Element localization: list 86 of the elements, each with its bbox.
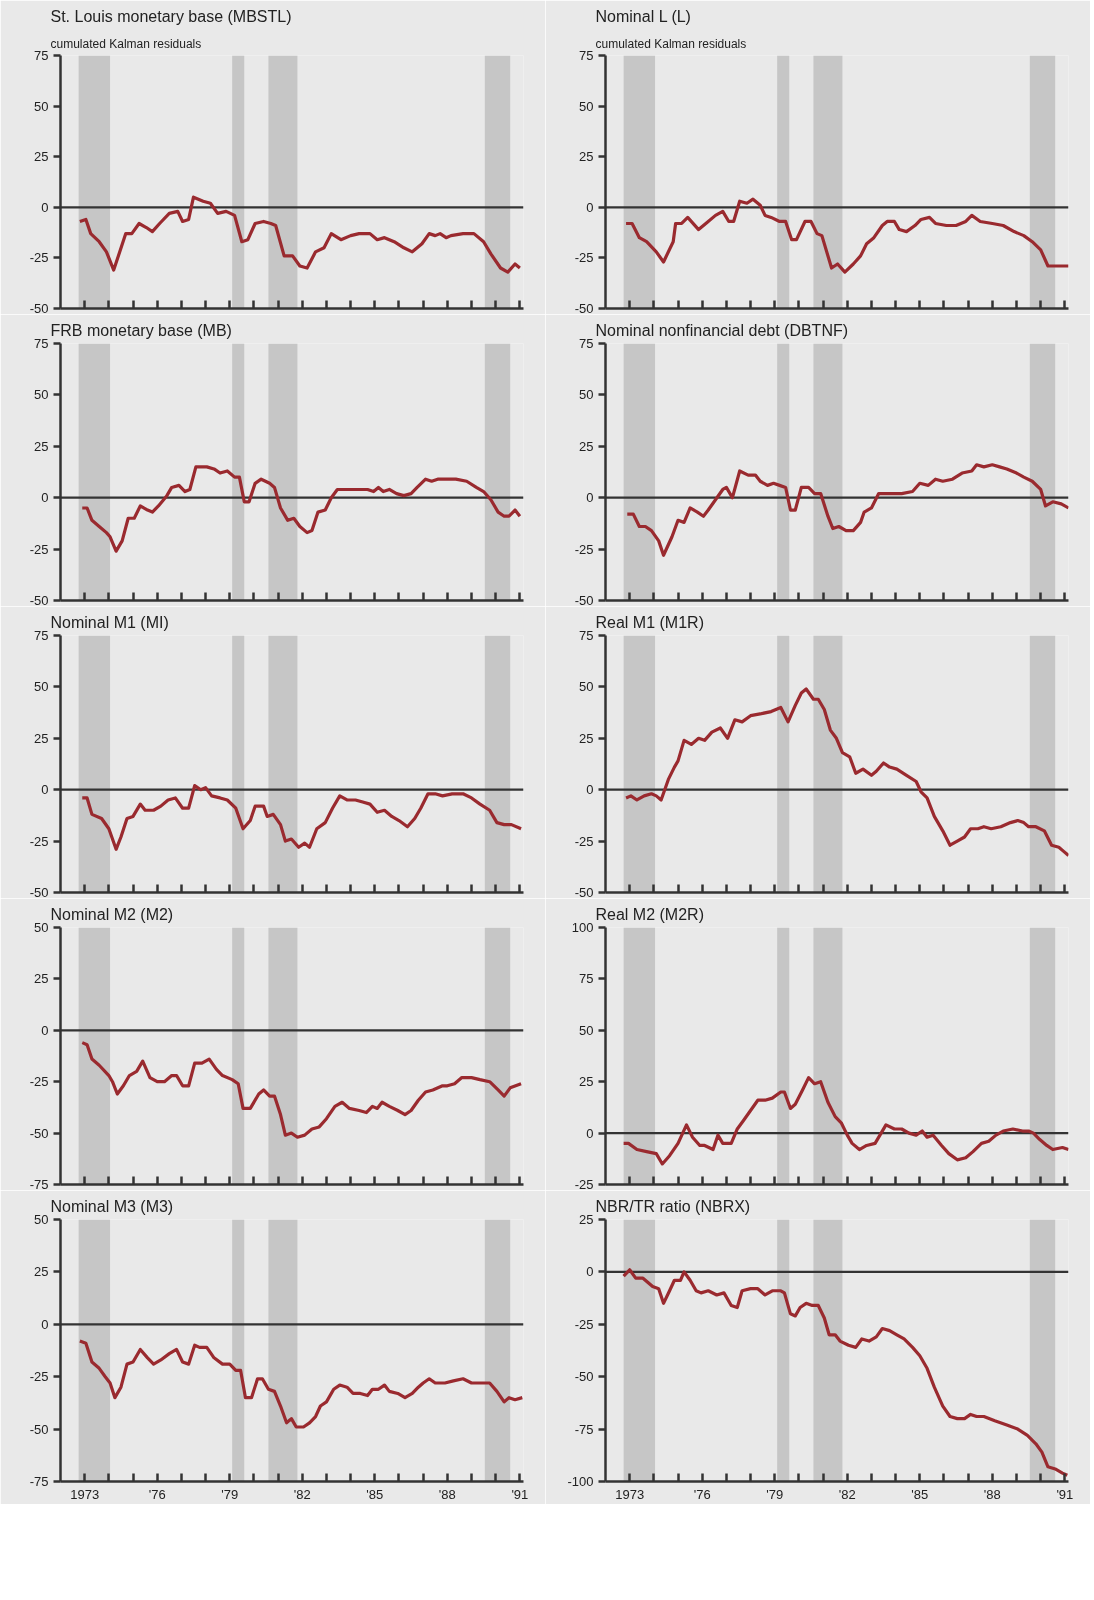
- y-tick-label: -50: [574, 1369, 594, 1385]
- y-tick-label: 25: [579, 149, 594, 165]
- chart-title: Nominal M2 (M2): [50, 905, 174, 923]
- y-tick-label: 25: [34, 730, 49, 746]
- y-tick-label: -25: [574, 541, 594, 557]
- y-tick-label: 0: [41, 1022, 49, 1038]
- chart-subtitle: cumulated Kalman residuals: [595, 36, 747, 51]
- y-tick-label: -50: [574, 301, 594, 316]
- chart-title: Real M1 (M1R): [595, 613, 704, 631]
- y-tick-label: -75: [574, 1421, 594, 1437]
- y-tick-label: 25: [34, 149, 49, 165]
- y-tick-label: -50: [29, 593, 49, 608]
- y-tick-label: 50: [34, 387, 49, 403]
- y-tick-label: 0: [586, 1125, 594, 1141]
- y-tick-label: 75: [579, 48, 594, 63]
- y-tick-label: 50: [34, 98, 49, 114]
- y-tick-label: -50: [29, 885, 49, 900]
- y-tick-label: -25: [29, 541, 49, 557]
- y-tick-label: 50: [579, 1022, 594, 1038]
- y-tick-label: 50: [579, 98, 594, 114]
- y-tick-label: 0: [586, 490, 594, 506]
- y-tick-label: 50: [34, 920, 49, 935]
- y-tick-label: -25: [574, 1177, 594, 1192]
- y-tick-label: 50: [579, 679, 594, 695]
- y-tick-label: 0: [41, 782, 49, 798]
- y-tick-label: -25: [29, 1074, 49, 1090]
- y-tick-label: 25: [579, 1074, 594, 1090]
- y-tick-label: 0: [586, 199, 594, 215]
- y-tick-label: -25: [574, 833, 594, 849]
- x-tick-label: '79: [766, 1486, 784, 1502]
- x-tick-label: '85: [366, 1486, 384, 1502]
- y-tick-label: 0: [586, 1264, 594, 1280]
- y-tick-label: 25: [34, 971, 49, 987]
- y-tick-label: 75: [34, 48, 49, 63]
- y-tick-label: -25: [574, 250, 594, 266]
- x-tick-label: '85: [911, 1486, 929, 1502]
- x-tick-label: '91: [1056, 1486, 1074, 1502]
- y-tick-label: 0: [41, 490, 49, 506]
- x-tick-label: 1973: [70, 1486, 100, 1502]
- x-tick-label: '79: [221, 1486, 239, 1502]
- y-tick-label: 0: [586, 782, 594, 798]
- x-tick-label: '76: [148, 1486, 166, 1502]
- chart-title: Nominal M3 (M3): [50, 1197, 174, 1215]
- y-tick-label: 25: [579, 730, 594, 746]
- y-tick-label: -75: [29, 1177, 49, 1192]
- chart-title: Nominal L (L): [595, 7, 691, 25]
- x-tick-label: '76: [693, 1486, 711, 1502]
- x-tick-label: '88: [438, 1486, 456, 1502]
- y-tick-label: -75: [29, 1474, 49, 1489]
- y-tick-label: 50: [34, 1212, 49, 1227]
- y-tick-label: 25: [579, 438, 594, 454]
- y-tick-label: -25: [29, 1369, 49, 1385]
- y-tick-label: 75: [579, 628, 594, 643]
- y-tick-label: -50: [29, 1125, 49, 1141]
- y-tick-label: 25: [579, 1212, 594, 1227]
- y-tick-label: -50: [29, 1421, 49, 1437]
- y-tick-label: -25: [29, 250, 49, 266]
- y-tick-label: 25: [34, 1264, 49, 1280]
- x-tick-label: '82: [838, 1486, 856, 1502]
- chart-title: FRB monetary base (MB): [50, 321, 232, 339]
- y-tick-label: 50: [34, 679, 49, 695]
- y-tick-label: -50: [29, 301, 49, 316]
- chart-title: Nominal nonfinancial debt (DBTNF): [595, 321, 849, 339]
- x-tick-label: '91: [511, 1486, 529, 1502]
- y-tick-label: 75: [34, 336, 49, 351]
- y-tick-label: -25: [574, 1316, 594, 1332]
- chart-subtitle: cumulated Kalman residuals: [50, 36, 202, 51]
- y-tick-label: 25: [34, 438, 49, 454]
- y-tick-label: 75: [34, 628, 49, 643]
- y-tick-label: 75: [579, 336, 594, 351]
- y-tick-label: -25: [29, 833, 49, 849]
- y-tick-label: 100: [571, 920, 594, 935]
- x-tick-label: 1973: [615, 1486, 645, 1502]
- chart-title: St. Louis monetary base (MBSTL): [50, 7, 292, 25]
- y-tick-label: 0: [41, 199, 49, 215]
- y-tick-label: -50: [574, 885, 594, 900]
- x-tick-label: '88: [983, 1486, 1001, 1502]
- x-tick-label: '82: [293, 1486, 311, 1502]
- y-tick-label: 50: [579, 387, 594, 403]
- chart-title: Nominal M1 (MI): [50, 613, 169, 631]
- y-tick-label: 0: [41, 1316, 49, 1332]
- chart-title: Real M2 (M2R): [595, 905, 704, 923]
- y-tick-label: -50: [574, 593, 594, 608]
- chart-title: NBR/TR ratio (NBRX): [595, 1197, 751, 1215]
- y-tick-label: 75: [579, 971, 594, 987]
- y-tick-label: -100: [567, 1474, 594, 1489]
